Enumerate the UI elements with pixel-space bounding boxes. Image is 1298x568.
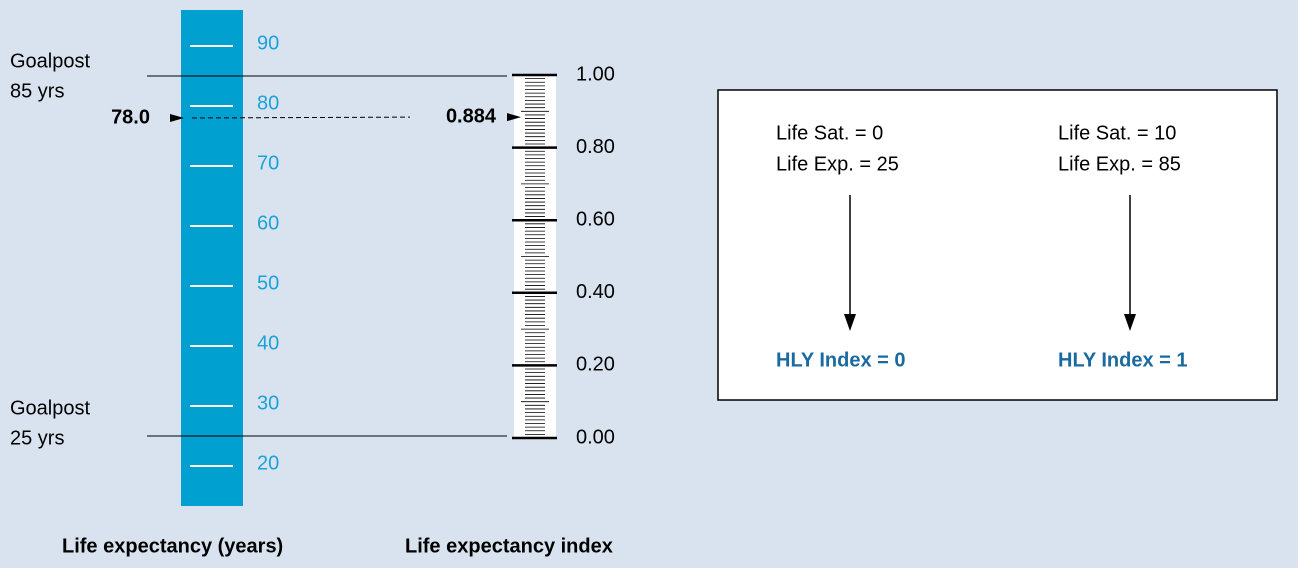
left-marker-label: 78.0	[111, 106, 150, 128]
left-axis-label: Life expectancy (years)	[62, 535, 283, 557]
index-tick-label: 0.40	[576, 281, 615, 303]
box-result: HLY Index = 1	[1058, 349, 1188, 371]
index-tick-label: 1.00	[576, 63, 615, 85]
right-marker-label: 0.884	[446, 105, 497, 127]
box-line: Life Exp. = 25	[776, 153, 899, 175]
right-marker-arrow	[507, 113, 521, 122]
year-tick-label: 70	[257, 152, 279, 174]
year-tick-label: 20	[257, 452, 279, 474]
explanation-box	[717, 89, 1278, 401]
year-tick-label: 50	[257, 272, 279, 294]
left-marker-arrow	[170, 114, 184, 122]
goalpost-label: Goalpost	[10, 50, 90, 72]
marker-line	[191, 116, 411, 119]
goalpost-label: Goalpost	[10, 397, 90, 419]
index-tick-label: 0.80	[576, 136, 615, 158]
box-arrowhead	[844, 314, 856, 331]
year-tick-label: 30	[257, 392, 279, 414]
years-bar	[181, 10, 243, 506]
year-tick-label: 80	[257, 92, 279, 114]
year-tick-label: 90	[257, 32, 279, 54]
right-axis-label: Life expectancy index	[405, 535, 613, 557]
goalpost-label: 85 yrs	[10, 80, 64, 102]
box-line: Life Exp. = 85	[1058, 153, 1181, 175]
box-line: Life Sat. = 10	[1058, 122, 1176, 144]
box-line: Life Sat. = 0	[776, 122, 883, 144]
box-arrowhead	[1124, 314, 1136, 331]
goalpost-label: 25 yrs	[10, 427, 64, 449]
year-tick-label: 40	[257, 332, 279, 354]
index-tick-label: 0.20	[576, 354, 615, 376]
year-tick-label: 60	[257, 212, 279, 234]
index-tick-label: 0.60	[576, 208, 615, 230]
box-result: HLY Index = 0	[776, 349, 906, 371]
index-tick-label: 0.00	[576, 426, 615, 448]
